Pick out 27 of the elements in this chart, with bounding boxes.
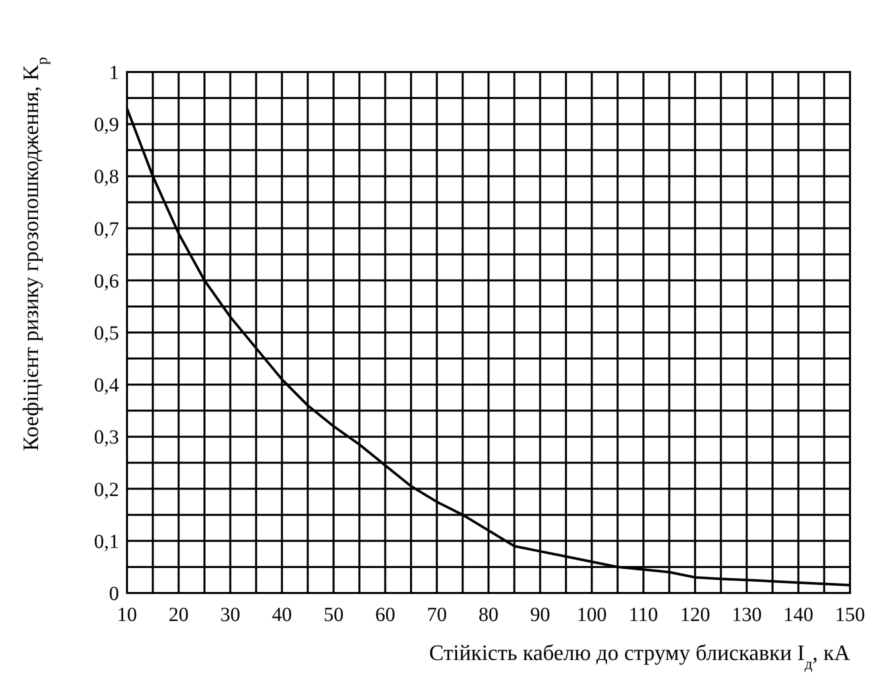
x-tick-label: 150 (835, 604, 865, 626)
y-tick-label: 1 (109, 62, 119, 84)
x-tick-label: 140 (783, 604, 814, 626)
y-tick-label: 0,3 (94, 426, 119, 449)
y-tick-label: 0,9 (94, 114, 119, 136)
x-tick-label: 130 (732, 604, 762, 626)
x-tick-label: 50 (324, 604, 344, 626)
x-tick-label: 70 (426, 604, 447, 626)
y-tick-label: 0 (109, 583, 119, 605)
y-tick-label: 0,2 (94, 478, 119, 501)
x-tick-label: 10 (117, 604, 137, 626)
x-axis-title: Стійкість кабелю до струму блискавки I$_{д}$, кА (429, 640, 850, 672)
x-tick-label: 20 (168, 604, 189, 626)
y-tick-label: 0,5 (94, 322, 119, 344)
x-tick-label: 110 (628, 604, 658, 626)
y-tick-label: 0,7 (94, 218, 119, 240)
x-tick-label: 40 (272, 604, 292, 626)
x-tick-label: 120 (680, 604, 710, 626)
y-tick-label: 0,8 (94, 166, 119, 188)
x-tick-label: 30 (220, 604, 240, 626)
x-tick-label: 60 (375, 604, 396, 626)
x-tick-label: 80 (478, 604, 498, 626)
x-tick-label: 90 (530, 604, 550, 626)
y-tick-label: 0,4 (94, 374, 119, 397)
x-tick-label: 100 (576, 604, 607, 626)
y-tick-label: 0,6 (94, 270, 119, 292)
y-tick-label: 0,1 (94, 530, 119, 553)
